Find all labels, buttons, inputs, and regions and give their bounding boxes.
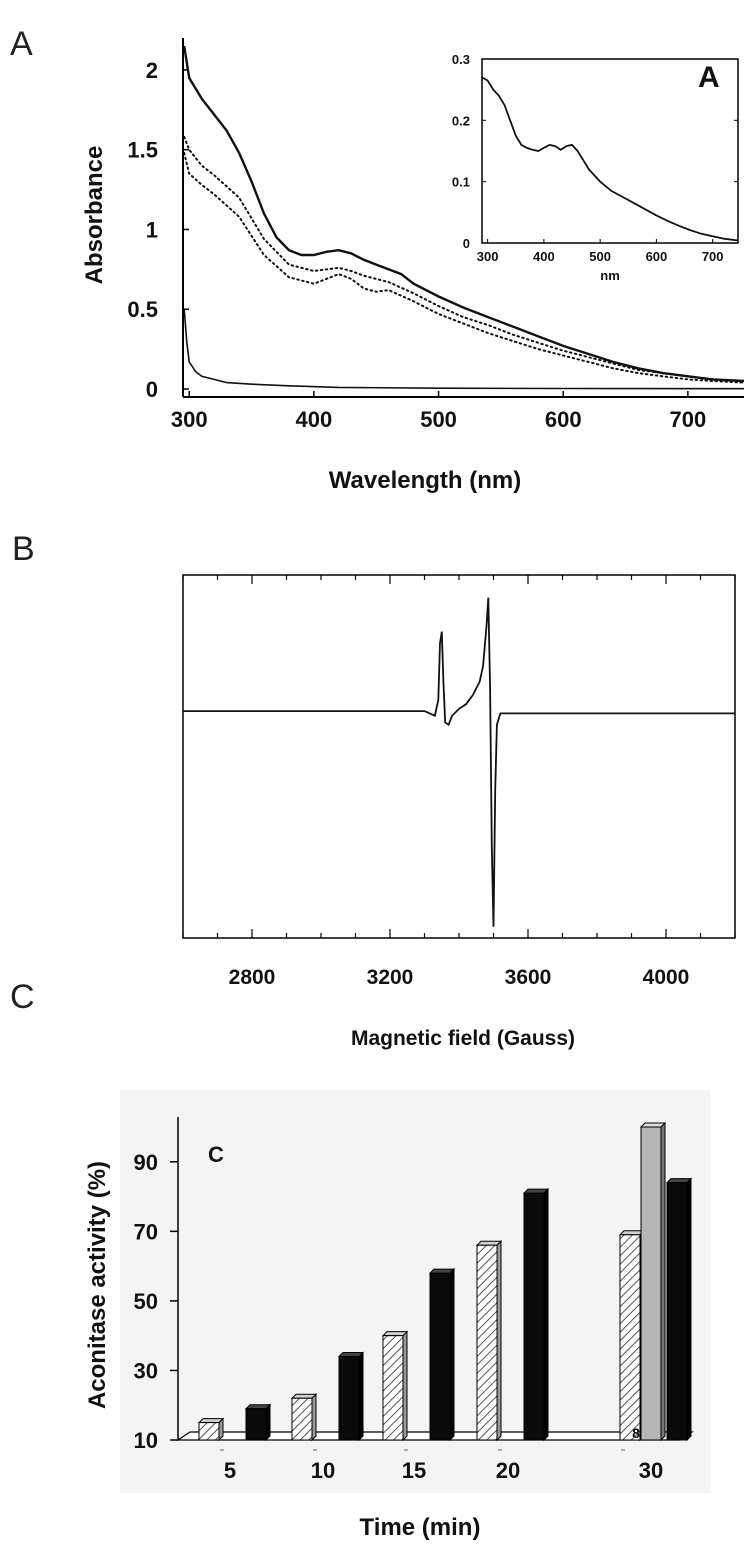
inset-frame — [481, 58, 739, 244]
epr-signal — [183, 597, 735, 927]
absorbance-x-tick-label: 300 — [171, 407, 208, 432]
epr-x-tick-label: 3600 — [505, 966, 552, 989]
absorbance-x-tick-label: 600 — [545, 407, 582, 432]
absorbance-chart: 300 400 500 600 700 0 0.5 1 1.5 2 300 400 500 600 700 0… — [127, 38, 744, 432]
bar-side — [402, 1330, 408, 1442]
absorbance-y-axis-label: Absorbance — [81, 146, 108, 285]
absorbance-y-tick-label: 0.5 — [127, 297, 158, 322]
bar-side — [265, 1403, 271, 1442]
aconitase-bar-chart: 10 30 50 70 90 5 10 15 20 30 8 — [134, 1117, 694, 1483]
bar-x-tick-label: 15 — [402, 1458, 426, 1483]
inset-series — [481, 76, 739, 242]
bar — [523, 1192, 545, 1441]
bar-y-tick-label: 10 — [134, 1428, 158, 1453]
absorbance-x-tick-label: 500 — [420, 407, 457, 432]
bar-x-axis-label: Time (min) — [360, 1514, 481, 1541]
bar-y-tick-label: 50 — [134, 1289, 158, 1314]
bar-side — [543, 1187, 549, 1442]
bar — [619, 1234, 641, 1441]
bar-chart-panel-label: C — [208, 1142, 224, 1167]
bar — [382, 1335, 404, 1441]
bar — [429, 1272, 451, 1441]
bar-x-tick-label: 10 — [311, 1458, 335, 1483]
bar-side — [218, 1417, 224, 1442]
panel-c-letter: C — [10, 978, 35, 1016]
bar-y-tick-label: 90 — [134, 1150, 158, 1175]
bar-x-tick-label: 5 — [224, 1458, 236, 1483]
epr-x-tick-label: 3200 — [367, 966, 414, 989]
inset-x-tick-label: 300 — [477, 249, 499, 264]
absorbance-y-tick-label: 0 — [146, 377, 158, 402]
bar-annotation: 8 — [632, 1425, 640, 1441]
absorbance-x-tick-label: 700 — [670, 407, 707, 432]
absorbance-series-1 — [183, 45, 744, 383]
bar — [640, 1126, 662, 1441]
absorbance-x-axis-label: Wavelength (nm) — [329, 467, 521, 494]
absorbance-series-3 — [183, 151, 744, 384]
bar-side — [449, 1267, 455, 1442]
bar — [291, 1397, 313, 1441]
inset-y-tick-label: 0 — [463, 236, 470, 251]
absorbance-y-tick-label: 2 — [146, 58, 158, 83]
bar-y-tick-label: 70 — [134, 1219, 158, 1244]
inset-y-tick-label: 0.3 — [452, 52, 470, 67]
absorbance-series-4 — [183, 309, 744, 390]
bar — [666, 1182, 688, 1441]
bar — [476, 1244, 498, 1441]
panel-a-letter: A — [10, 25, 33, 63]
bar-y-axis-label: Aconitase activity (%) — [84, 1161, 111, 1409]
absorbance-x-tick-label: 400 — [296, 407, 333, 432]
epr-frame — [182, 574, 736, 939]
bar-x-tick-label: 30 — [639, 1458, 663, 1483]
bar-side — [686, 1177, 692, 1442]
bar-side — [358, 1351, 364, 1442]
bar — [198, 1422, 220, 1441]
inset-panel-letter: A — [698, 61, 720, 94]
bar-side — [496, 1240, 502, 1442]
bar-side — [311, 1393, 317, 1442]
bar-y-tick-label: 30 — [134, 1358, 158, 1383]
bar-side — [660, 1121, 666, 1442]
absorbance-y-tick-label: 1.5 — [127, 138, 158, 163]
inset-y-tick-label: 0.2 — [452, 113, 470, 128]
epr-x-axis-label: Magnetic field (Gauss) — [351, 1027, 575, 1050]
bar-x-tick-label: 20 — [496, 1458, 520, 1483]
epr-x-tick-label: 4000 — [643, 966, 690, 989]
inset-x-axis-label: nm — [600, 268, 620, 283]
inset-x-tick-label: 700 — [702, 249, 724, 264]
absorbance-y-tick-label: 1 — [146, 217, 158, 242]
inset-y-tick-label: 0.1 — [452, 175, 470, 190]
epr-x-tick-label: 2800 — [229, 966, 276, 989]
inset-x-tick-label: 400 — [533, 249, 555, 264]
inset-x-tick-label: 600 — [646, 249, 668, 264]
inset-x-tick-label: 500 — [589, 249, 611, 264]
epr-spectrum-chart: 2800 3200 3600 4000 — [182, 574, 736, 989]
absorbance-series-2 — [183, 135, 744, 382]
bar — [245, 1408, 267, 1441]
bar — [338, 1356, 360, 1441]
panel-b-letter: B — [12, 530, 35, 568]
